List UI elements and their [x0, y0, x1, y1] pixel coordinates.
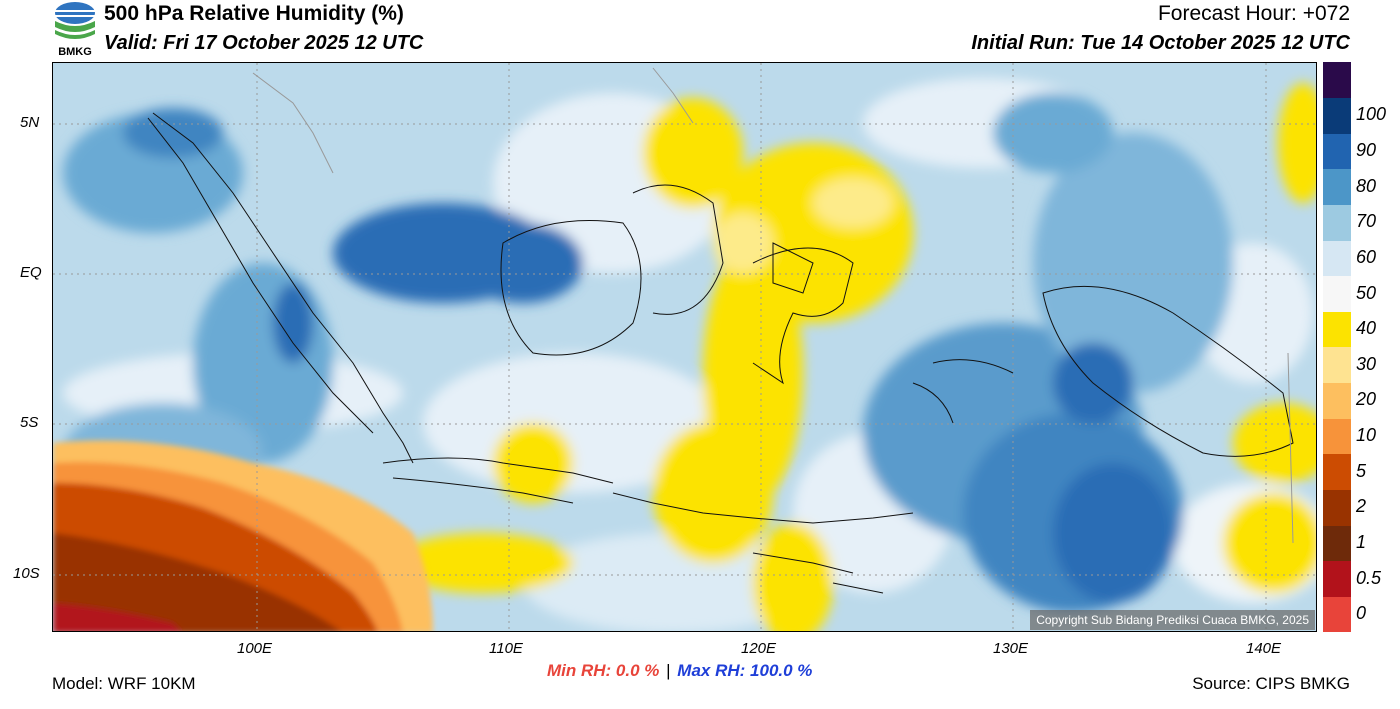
lat-label: 5S — [20, 414, 39, 431]
colorbar-level: 0 — [1356, 603, 1367, 624]
lat-label: EQ — [20, 264, 42, 281]
colorbar-swatch — [1323, 382, 1351, 419]
colorbar-swatch — [1323, 62, 1351, 98]
colorbar-level: 80 — [1356, 175, 1377, 196]
chart-title: 500 hPa Relative Humidity (%) — [104, 2, 404, 25]
lon-label: 110E — [489, 640, 523, 657]
min-rh: Min RH: 0.0 % — [547, 661, 660, 680]
colorbar-level: 70 — [1356, 211, 1377, 232]
stats-separator: | — [666, 661, 671, 680]
colorbar-level: 0.5 — [1356, 567, 1382, 588]
colorbar — [1323, 62, 1351, 633]
lat-label: 5N — [20, 114, 40, 131]
colorbar-swatch — [1323, 347, 1351, 383]
rh-stats: Min RH: 0.0 % | Max RH: 100.0 % — [547, 661, 812, 681]
colorbar-swatch — [1323, 204, 1351, 241]
colorbar-level: 1 — [1356, 531, 1367, 552]
colorbar-swatch — [1323, 275, 1351, 312]
colorbar-swatch — [1323, 133, 1351, 170]
colorbar-swatch — [1323, 453, 1351, 490]
humidity-map: Copyright Sub Bidang Prediksi Cuaca BMKG… — [52, 62, 1317, 632]
lon-label: 120E — [741, 640, 777, 657]
initial-run: Initial Run: Tue 14 October 2025 12 UTC — [971, 32, 1350, 54]
colorbar-level: 2 — [1356, 496, 1367, 517]
colorbar-swatch — [1323, 311, 1351, 348]
colorbar-swatch — [1323, 240, 1351, 277]
valid-time: Valid: Fri 17 October 2025 12 UTC — [104, 32, 424, 54]
source-label: Source: CIPS BMKG — [1192, 674, 1350, 693]
lon-label: 100E — [237, 640, 273, 657]
lon-label: 140E — [1246, 640, 1282, 657]
colorbar-swatch — [1323, 97, 1351, 134]
colorbar-swatch — [1323, 560, 1351, 597]
forecast-hour: Forecast Hour: +072 — [1157, 2, 1350, 25]
bmkg-logo: BMKG — [52, 1, 98, 58]
colorbar-level: 5 — [1356, 460, 1367, 481]
colorbar-swatch — [1323, 418, 1351, 455]
model-label: Model: WRF 10KM — [52, 674, 196, 693]
colorbar-level: 30 — [1356, 353, 1377, 374]
lon-label: 130E — [993, 640, 1029, 657]
colorbar-level: 60 — [1356, 246, 1377, 267]
colorbar-level: 40 — [1356, 318, 1377, 339]
lat-label: 10S — [13, 565, 40, 582]
copyright-note: Copyright Sub Bidang Prediksi Cuaca BMKG… — [1030, 610, 1315, 630]
colorbar-swatch — [1323, 525, 1351, 562]
colorbar-swatch — [1323, 489, 1351, 526]
colorbar-level: 90 — [1356, 140, 1377, 161]
colorbar-level: 100 — [1356, 104, 1387, 125]
colorbar-level: 20 — [1356, 389, 1377, 410]
coastlines — [147, 112, 1294, 594]
colorbar-level: 10 — [1356, 425, 1377, 446]
colorbar-level: 50 — [1356, 282, 1377, 303]
colorbar-swatch — [1323, 596, 1351, 633]
max-rh: Max RH: 100.0 % — [677, 661, 813, 680]
colorbar-swatch — [1323, 168, 1351, 205]
map-canvas — [53, 63, 1316, 631]
svg-text:BMKG: BMKG — [58, 46, 92, 57]
